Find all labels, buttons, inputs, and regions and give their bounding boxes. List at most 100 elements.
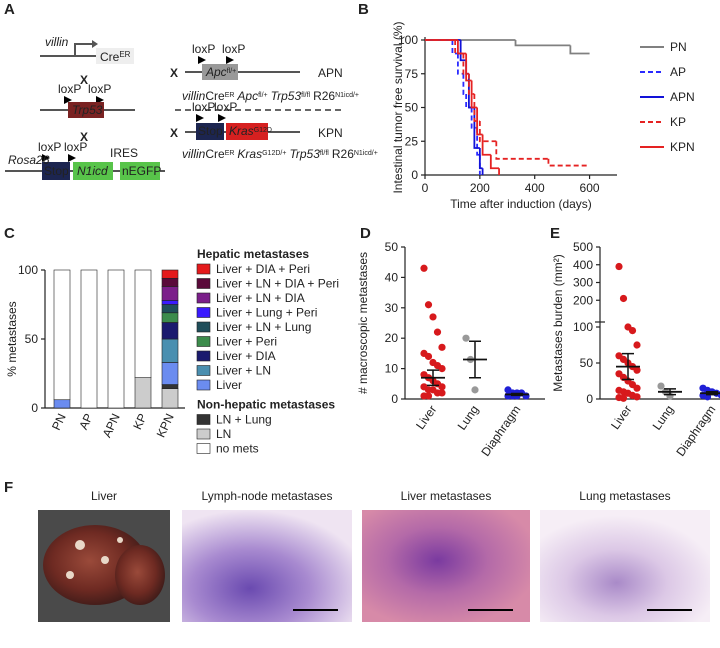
data-point <box>438 343 446 351</box>
kras: Kras <box>229 124 254 138</box>
data-point <box>522 392 530 400</box>
survival-step <box>478 148 483 170</box>
survival-step <box>489 154 500 170</box>
genotype: villinCreER KrasG12D/+ Trp53fl/fl R26N1icd/… <box>182 147 378 161</box>
survival-step <box>451 40 458 55</box>
legend-swatch <box>196 278 211 289</box>
data-point <box>433 328 442 336</box>
genotype-part: G12D/+ <box>262 150 286 157</box>
survival-step <box>514 40 571 47</box>
legend-label: APN <box>670 90 695 104</box>
cross: X <box>80 73 88 87</box>
survival-step <box>470 107 478 129</box>
cross: X <box>80 130 88 144</box>
bar-segment <box>161 269 179 279</box>
bar-segment <box>161 338 179 363</box>
cross: X <box>170 126 178 140</box>
legend-swatch <box>196 428 211 440</box>
y-tick-label: 200 <box>573 293 593 307</box>
bar-segment <box>161 388 179 409</box>
data-point <box>633 384 641 392</box>
bar-segment <box>161 322 179 340</box>
box-label: Stop <box>44 164 69 178</box>
bar-segment <box>161 286 179 301</box>
loxp-label: loxP <box>192 100 215 114</box>
data-point <box>633 366 641 374</box>
y-tick-label: 40 <box>385 270 399 284</box>
panel-label: C <box>4 225 15 242</box>
panel-label: A <box>4 1 15 18</box>
loxp-label: loxP <box>222 42 245 56</box>
genotype-part: ER <box>225 92 235 99</box>
image-title: Liver metastases <box>401 489 492 503</box>
genotype-part: R26 <box>313 89 335 103</box>
x-tick-label: Lung <box>650 403 677 433</box>
survival-step <box>476 107 483 136</box>
survival-step <box>454 40 464 55</box>
gene-box-label: Trp53 <box>72 103 103 117</box>
legend-swatch <box>196 321 211 333</box>
data-point <box>438 365 446 373</box>
image-title: Lung metastases <box>579 489 670 503</box>
bar-segment <box>53 399 71 409</box>
genotype-part: fl/fl <box>320 150 329 157</box>
genotype-part: N1icd/+ <box>335 92 359 99</box>
legend-label: no mets <box>216 442 259 456</box>
legend-label: Liver + DIA <box>216 349 276 363</box>
legend-label: Liver + Peri <box>216 335 277 349</box>
y-tick-label: 100 <box>18 263 38 277</box>
y-axis-label: % metastases <box>5 301 19 376</box>
data-point <box>429 313 437 321</box>
x-tick-label: 200 <box>470 181 490 195</box>
series <box>425 39 590 167</box>
loxp-label: loxP <box>88 82 111 96</box>
panel-label: D <box>360 225 371 242</box>
data-point <box>438 389 446 397</box>
y-tick-label: 10 <box>385 362 399 376</box>
legend-swatch <box>196 263 211 275</box>
legend-label: Liver + Lung + Peri <box>216 306 317 320</box>
loxp-label: loxP <box>58 82 81 96</box>
bar-segment <box>53 269 71 401</box>
x-tick-label: PN <box>49 411 69 432</box>
loxp-label: loxP <box>192 42 215 56</box>
bar-segment <box>161 362 179 385</box>
genotype-part: fl/fl <box>301 92 310 99</box>
survival-step <box>495 141 549 160</box>
cre: Cre <box>100 50 120 64</box>
apc-sup: fl/+ <box>227 68 237 75</box>
bar-segment <box>161 304 179 314</box>
sem-bar <box>511 392 523 397</box>
series <box>425 39 590 55</box>
sem-bar <box>706 391 718 396</box>
legend-label: PN <box>670 40 687 54</box>
data-point <box>424 392 433 400</box>
survival-step <box>457 53 464 75</box>
survival-step <box>459 40 467 62</box>
data-point <box>619 294 628 303</box>
legend-label: LN <box>216 427 231 441</box>
data-point <box>633 341 641 349</box>
cre-label: CreER <box>100 50 131 65</box>
y-tick-label: 0 <box>586 392 593 406</box>
apc-label: Apcfl/+ <box>205 65 236 79</box>
micrographs <box>38 510 710 622</box>
y-tick-label: 50 <box>385 240 399 254</box>
legend-label: KPN <box>670 140 695 154</box>
y-tick-label: 30 <box>385 301 399 315</box>
x-tick-label: KP <box>130 411 149 431</box>
data-point <box>628 327 637 335</box>
genotype-part: Apc <box>236 89 258 103</box>
data-point <box>619 394 628 402</box>
data-point <box>462 334 470 342</box>
bar-segment <box>161 300 179 305</box>
y-tick-label: 50 <box>25 332 39 346</box>
y-tick-label: 20 <box>385 331 399 345</box>
bar-segment <box>134 269 152 378</box>
sem-bar <box>664 388 676 396</box>
survival-step <box>465 53 472 82</box>
bar-segment <box>161 384 179 389</box>
survival-step <box>473 94 480 122</box>
legend-label: Liver + LN + Lung <box>216 320 311 334</box>
survival-step <box>476 127 480 156</box>
